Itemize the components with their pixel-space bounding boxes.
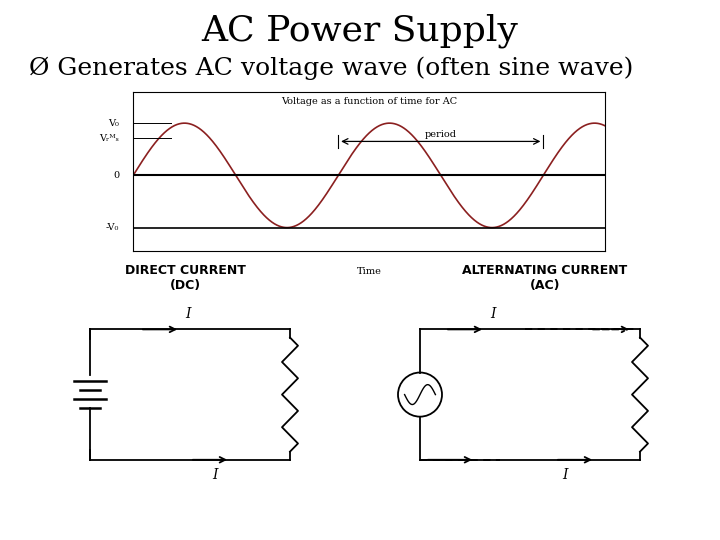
Text: Voltage as a function of time for AC: Voltage as a function of time for AC (281, 97, 457, 106)
Text: Time: Time (356, 267, 382, 276)
Text: AC Power Supply: AC Power Supply (202, 14, 518, 48)
Text: period: period (425, 130, 456, 139)
Text: I: I (212, 468, 217, 482)
Text: I: I (490, 307, 495, 321)
Text: V₀: V₀ (108, 119, 119, 127)
Text: Vᵣᴹₛ: Vᵣᴹₛ (99, 134, 119, 143)
Text: DIRECT CURRENT
(DC): DIRECT CURRENT (DC) (125, 264, 246, 292)
Text: ALTERNATING CURRENT
(AC): ALTERNATING CURRENT (AC) (462, 264, 628, 292)
Text: Ø Generates AC voltage wave (often sine wave): Ø Generates AC voltage wave (often sine … (29, 57, 633, 80)
Text: I: I (562, 468, 568, 482)
Text: -V₀: -V₀ (106, 223, 119, 232)
Text: 0: 0 (113, 171, 119, 180)
Text: I: I (185, 307, 191, 321)
